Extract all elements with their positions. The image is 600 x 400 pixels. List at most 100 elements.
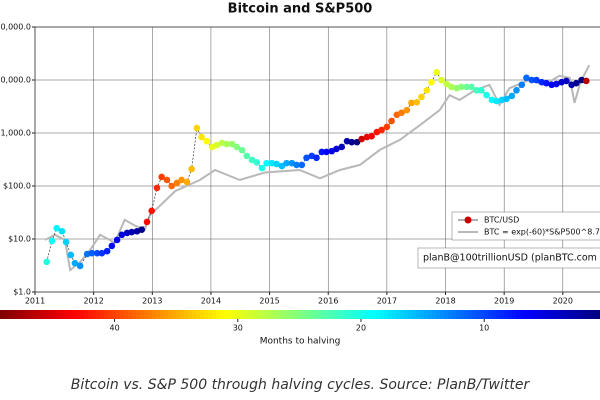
price-dot: [113, 236, 121, 244]
colorbar-cell: [100, 310, 105, 319]
price-dot: [263, 159, 270, 167]
price-dot: [213, 141, 221, 149]
colorbar-cell: [228, 310, 233, 319]
colorbar-cell: [272, 310, 277, 319]
colorbar-cell: [516, 310, 521, 319]
colorbar-cell: [540, 310, 545, 319]
y-tick-label: $1,000.0: [0, 129, 31, 138]
price-dot: [418, 93, 425, 101]
colorbar-cell: [44, 310, 49, 319]
y-tick-label: $100.0: [3, 182, 31, 191]
colorbar-cell: [40, 310, 45, 319]
price-dot: [43, 258, 51, 266]
price-dot: [378, 126, 385, 134]
price-dot: [483, 91, 490, 99]
colorbar-cell: [300, 310, 305, 319]
colorbar-cell: [332, 310, 337, 319]
colorbar-cell: [492, 310, 497, 319]
price-dot: [67, 251, 75, 259]
colorbar-cell: [60, 310, 65, 319]
colorbar-cell: [504, 310, 509, 319]
colorbar-cell: [104, 310, 109, 319]
price-dot: [523, 74, 530, 82]
price-dot: [183, 178, 191, 186]
colorbar-cell: [400, 310, 405, 319]
colorbar-cell: [424, 310, 429, 319]
colorbar-cell: [484, 310, 489, 319]
colorbar-cell: [112, 310, 117, 319]
price-dot: [338, 143, 346, 151]
price-dot: [473, 86, 480, 94]
colorbar-cell: [428, 310, 433, 319]
price-dot: [138, 226, 146, 233]
colorbar-cell: [340, 310, 345, 319]
colorbar-cell: [252, 310, 257, 319]
price-dot: [508, 92, 516, 100]
colorbar-cell: [232, 310, 237, 319]
colorbar-cell: [408, 310, 413, 319]
x-tick-label: 2013: [142, 297, 162, 306]
price-dot: [368, 132, 375, 140]
colorbar-cell: [212, 310, 217, 319]
colorbar-cell: [552, 310, 557, 319]
colorbar-cell: [316, 310, 321, 319]
colorbar-cell: [420, 310, 425, 319]
colorbar-cell: [24, 310, 29, 319]
price-dot: [413, 98, 421, 106]
price-dot: [388, 117, 395, 125]
colorbar-cell: [116, 310, 121, 319]
x-tick-label: 2019: [494, 297, 514, 306]
price-dot: [458, 83, 465, 91]
colorbar-cell: [292, 310, 297, 319]
colorbar-cell: [548, 310, 553, 319]
colorbar-cell: [336, 310, 341, 319]
price-dot: [423, 86, 431, 94]
colorbar-cell: [488, 310, 493, 319]
price-dot: [353, 138, 361, 146]
price-dot: [493, 97, 500, 105]
price-dot: [198, 133, 205, 141]
colorbar-cell: [192, 310, 197, 319]
y-tick-label: $10,000.0: [0, 76, 31, 85]
colorbar-cell: [20, 310, 25, 319]
colorbar-cell: [28, 310, 33, 319]
colorbar-cell: [284, 310, 289, 319]
colorbar-cell: [368, 310, 373, 319]
colorbar-cell: [436, 310, 441, 319]
annotation: planB@100trillionUSD (planBTC.com: [423, 253, 597, 264]
price-dot: [88, 249, 96, 257]
price-dot: [318, 148, 326, 156]
price-dot: [108, 242, 116, 250]
colorbar-cell: [216, 310, 221, 319]
colorbar-tick-label: 20: [356, 324, 366, 333]
price-dot: [62, 238, 70, 246]
x-tick-label: 2017: [377, 297, 397, 306]
price-dot: [298, 161, 306, 169]
annotation-box: [417, 247, 600, 269]
colorbar-cell: [440, 310, 445, 319]
colorbar-cell: [76, 310, 81, 319]
legend-label: BTC = exp(-60)*S&P500^8.7: [484, 228, 600, 237]
price-dot: [243, 152, 251, 160]
price-dot: [403, 106, 411, 114]
price-dot: [253, 159, 260, 166]
colorbar-cell: [132, 310, 137, 319]
colorbar-cell: [328, 310, 333, 319]
colorbar-cell: [472, 310, 477, 319]
colorbar-cell: [124, 310, 129, 319]
price-dot: [158, 173, 165, 181]
price-dot: [528, 76, 536, 84]
colorbar-cell: [480, 310, 485, 319]
colorbar-cell: [92, 310, 97, 319]
colorbar-cell: [120, 310, 125, 319]
y-tick-label: $100,000.0: [0, 23, 31, 32]
colorbar-cell: [576, 310, 581, 319]
price-dot: [71, 259, 79, 267]
price-dot: [163, 176, 171, 184]
price-dot: [468, 83, 475, 91]
colorbar-cell: [88, 310, 93, 319]
price-dot: [448, 83, 455, 91]
colorbar-cell: [456, 310, 461, 319]
x-tick-label: 2018: [435, 297, 455, 306]
colorbar-cell: [236, 310, 241, 319]
